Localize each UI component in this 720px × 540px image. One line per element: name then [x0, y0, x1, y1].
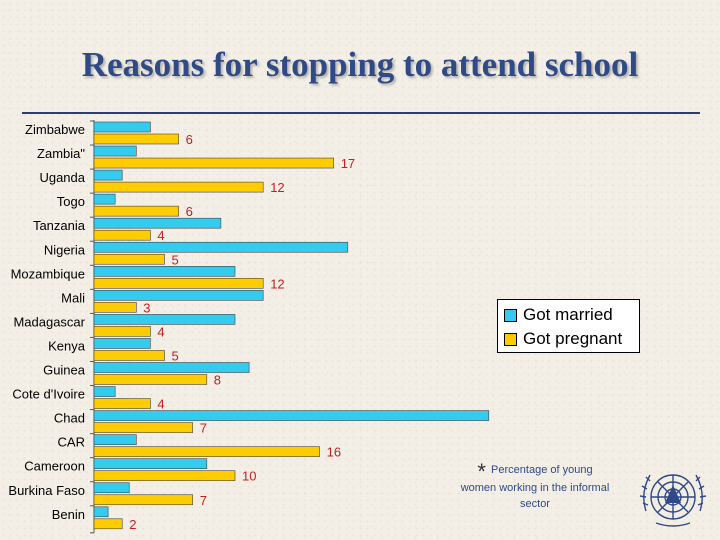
category-label: Tanzania	[33, 218, 86, 233]
bar-got-pregnant	[93, 518, 123, 530]
category-label: Chad	[54, 411, 85, 426]
bar-got-married	[93, 145, 137, 157]
data-label-got-pregnant: 5	[172, 252, 179, 267]
data-label-got-pregnant: 2	[129, 517, 136, 532]
bar-got-pregnant	[93, 277, 264, 289]
bar-got-pregnant	[93, 374, 208, 385]
bar-got-married	[93, 458, 208, 470]
data-label-got-pregnant: 6	[186, 132, 193, 147]
legend-swatch-married	[504, 308, 517, 322]
bar-got-pregnant	[93, 326, 151, 337]
bar-got-pregnant	[93, 470, 236, 482]
legend-swatch-pregnant	[504, 332, 517, 346]
category-label: Cote d'Ivoire	[12, 387, 85, 402]
bar-got-married	[93, 193, 116, 205]
bar-got-pregnant	[93, 446, 320, 457]
bar-got-married	[93, 362, 250, 373]
bar-got-pregnant	[93, 494, 193, 506]
title-divider	[22, 112, 700, 114]
bar-got-pregnant	[93, 350, 165, 361]
bar-got-married	[93, 410, 490, 421]
category-label: CAR	[58, 435, 85, 450]
bar-got-married	[93, 434, 137, 445]
data-label-got-pregnant: 7	[200, 493, 207, 508]
category-label: Uganda	[39, 170, 85, 185]
bar-got-married	[93, 506, 109, 518]
data-label-got-pregnant: 6	[186, 204, 193, 219]
bar-got-pregnant	[93, 133, 179, 145]
data-label-got-pregnant: 17	[341, 156, 355, 171]
data-label-got-pregnant: 7	[200, 421, 207, 436]
bar-got-married	[93, 386, 116, 397]
category-label: Nigeria	[44, 242, 86, 257]
footnote: * Percentage of young women working in t…	[460, 459, 610, 512]
bar-got-pregnant	[93, 253, 165, 265]
bar-got-married	[93, 169, 123, 181]
data-label-got-pregnant: 3	[143, 300, 150, 315]
bar-got-pregnant	[93, 157, 334, 169]
bar-got-pregnant	[93, 398, 151, 409]
page-title: Reasons for stopping to attend school	[81, 45, 639, 84]
category-label: Zambia"	[37, 146, 85, 161]
footnote-asterisk: *	[477, 459, 486, 484]
data-label-got-pregnant: 4	[157, 228, 164, 243]
un-emblem-icon	[639, 474, 707, 527]
category-label: Guinea	[43, 363, 86, 378]
data-label-got-pregnant: 4	[157, 324, 164, 339]
category-label: Burkina Faso	[8, 483, 85, 498]
bar-got-married	[93, 241, 349, 253]
legend-label-married: Got married	[523, 305, 613, 324]
data-label-got-pregnant: 12	[270, 276, 284, 291]
footnote-text: Percentage of young women working in the…	[460, 464, 610, 510]
bar-got-married	[93, 265, 236, 277]
category-label: Cameroon	[24, 459, 85, 474]
category-label: Zimbabwe	[25, 122, 85, 137]
legend-item-married: Got married	[504, 304, 613, 326]
bar-got-married	[93, 290, 264, 301]
legend-item-pregnant: Got pregnant	[504, 328, 622, 350]
bar-got-married	[93, 338, 151, 349]
chart-legend: Got married Got pregnant	[497, 299, 640, 353]
legend-label-pregnant: Got pregnant	[523, 329, 623, 348]
data-label-got-pregnant: 4	[157, 397, 164, 412]
bar-got-married	[93, 314, 236, 325]
data-label-got-pregnant: 12	[270, 180, 284, 195]
bar-got-pregnant	[93, 422, 193, 433]
category-label: Benin	[52, 507, 85, 522]
bar-got-pregnant	[93, 205, 179, 217]
bar-got-pregnant	[93, 302, 137, 313]
data-label-got-pregnant: 8	[214, 373, 221, 388]
category-label: Kenya	[48, 338, 86, 353]
bar-got-married	[93, 217, 222, 229]
bar-got-pregnant	[93, 181, 264, 193]
bar-got-pregnant	[93, 229, 151, 241]
category-label: Togo	[57, 194, 85, 209]
data-label-got-pregnant: 5	[172, 348, 179, 363]
data-label-got-pregnant: 10	[242, 469, 256, 484]
category-label: Madagascar	[13, 314, 85, 329]
bar-got-married	[93, 121, 151, 133]
bar-got-married	[93, 482, 130, 494]
data-label-got-pregnant: 16	[327, 445, 341, 460]
category-label: Mozambique	[11, 266, 85, 281]
category-label: Mali	[61, 290, 85, 305]
